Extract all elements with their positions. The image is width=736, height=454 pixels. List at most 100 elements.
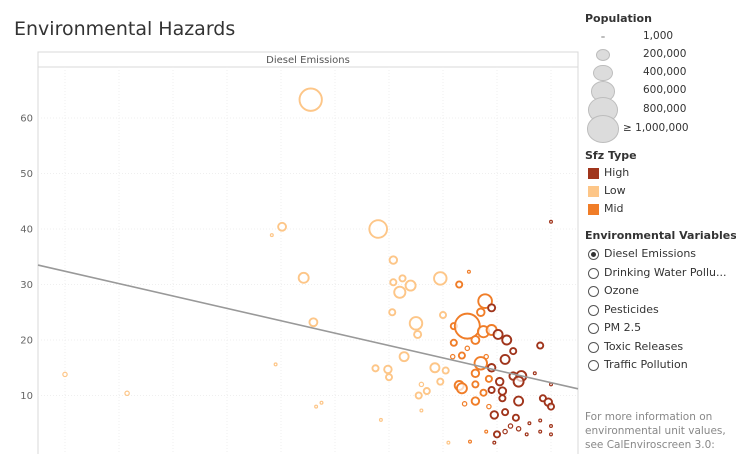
data-point[interactable] [422,387,431,396]
data-point[interactable] [389,278,398,287]
radio-button[interactable] [588,286,599,297]
data-point[interactable] [457,351,466,360]
env-variables-title: Environmental Variables [585,229,736,242]
data-point[interactable] [511,413,520,422]
data-point[interactable] [461,401,468,407]
data-point[interactable] [273,362,278,367]
data-point[interactable] [433,271,448,286]
size-swatch-circle [595,48,611,62]
data-point[interactable] [408,316,424,331]
data-point[interactable] [486,403,492,410]
data-point[interactable] [314,404,319,409]
radio-button[interactable] [588,267,599,279]
size-label: 600,000 [643,84,687,96]
data-point[interactable] [418,381,425,388]
radio-button[interactable] [588,323,599,334]
data-point[interactable] [471,380,480,389]
data-point[interactable] [495,376,505,387]
data-point[interactable] [277,221,287,232]
data-point[interactable] [446,440,451,445]
data-point[interactable] [449,338,458,347]
size-label: 800,000 [643,103,687,115]
data-point[interactable] [484,429,489,434]
data-point[interactable] [378,417,383,422]
data-point[interactable] [498,394,507,403]
data-point[interactable] [492,328,504,340]
data-point[interactable] [548,424,553,429]
data-point[interactable] [414,391,423,400]
radio-button[interactable] [588,249,599,260]
data-point[interactable] [298,87,323,112]
radio-button[interactable] [588,304,599,316]
data-point[interactable] [538,418,543,423]
radio-button[interactable] [588,341,599,353]
data-point[interactable] [368,219,388,239]
data-point[interactable] [538,429,543,434]
data-point[interactable] [501,334,513,346]
data-point[interactable] [492,440,497,445]
data-point[interactable] [297,271,310,284]
data-point[interactable] [269,233,274,238]
data-point[interactable] [398,274,407,283]
data-point[interactable] [470,335,481,345]
data-point[interactable] [319,400,324,405]
data-point[interactable] [468,439,473,444]
data-point[interactable] [449,353,456,360]
data-point[interactable] [497,386,508,396]
data-point[interactable] [383,364,393,375]
data-point[interactable] [429,362,441,374]
data-point[interactable] [499,353,511,365]
data-point[interactable] [546,402,556,411]
data-point[interactable] [308,317,319,328]
data-point[interactable] [479,388,488,397]
data-point[interactable] [393,285,407,299]
size-swatch-wrap [580,64,626,82]
data-point[interactable] [388,308,397,317]
data-point[interactable] [515,426,522,432]
data-point[interactable] [476,307,486,317]
data-point[interactable] [455,280,464,289]
data-point[interactable] [398,351,410,363]
data-point[interactable] [484,374,493,383]
env-option-label: Pesticides [604,302,659,316]
data-point[interactable] [532,371,537,376]
data-point[interactable] [509,347,518,356]
data-point[interactable] [404,279,417,292]
data-point[interactable] [487,303,497,313]
data-point[interactable] [441,366,450,375]
data-point[interactable] [536,341,545,350]
data-point[interactable] [384,373,394,382]
data-point[interactable] [489,410,499,420]
data-point[interactable] [548,219,553,224]
data-point[interactable] [124,390,130,397]
data-point[interactable] [455,382,468,395]
data-point[interactable] [371,364,380,373]
data-point[interactable] [502,428,508,435]
data-point[interactable] [507,423,514,429]
data-point[interactable] [419,408,424,413]
data-point[interactable] [548,432,553,437]
data-point[interactable] [388,255,399,265]
trend-line [37,264,579,390]
data-point[interactable] [470,368,481,378]
data-point[interactable] [512,375,525,388]
data-point[interactable] [62,371,68,378]
data-point[interactable] [513,395,525,407]
data-point[interactable] [487,385,496,394]
data-point[interactable] [453,312,481,340]
data-point[interactable] [466,269,471,274]
data-point[interactable] [436,377,445,386]
data-point[interactable] [527,421,532,426]
env-option-label: Drinking Water Pollu... [604,265,727,279]
data-point[interactable] [524,432,529,437]
data-point[interactable] [501,408,510,417]
data-point[interactable] [413,329,423,339]
data-point[interactable] [438,311,448,320]
data-point[interactable] [470,396,481,406]
data-point[interactable] [464,345,471,352]
size-swatch-circle [586,115,620,143]
radio-button[interactable] [588,360,599,371]
y-tick-label: 60 [20,114,33,125]
population-size-item: 600,000 [585,80,735,102]
data-point[interactable] [492,430,502,439]
